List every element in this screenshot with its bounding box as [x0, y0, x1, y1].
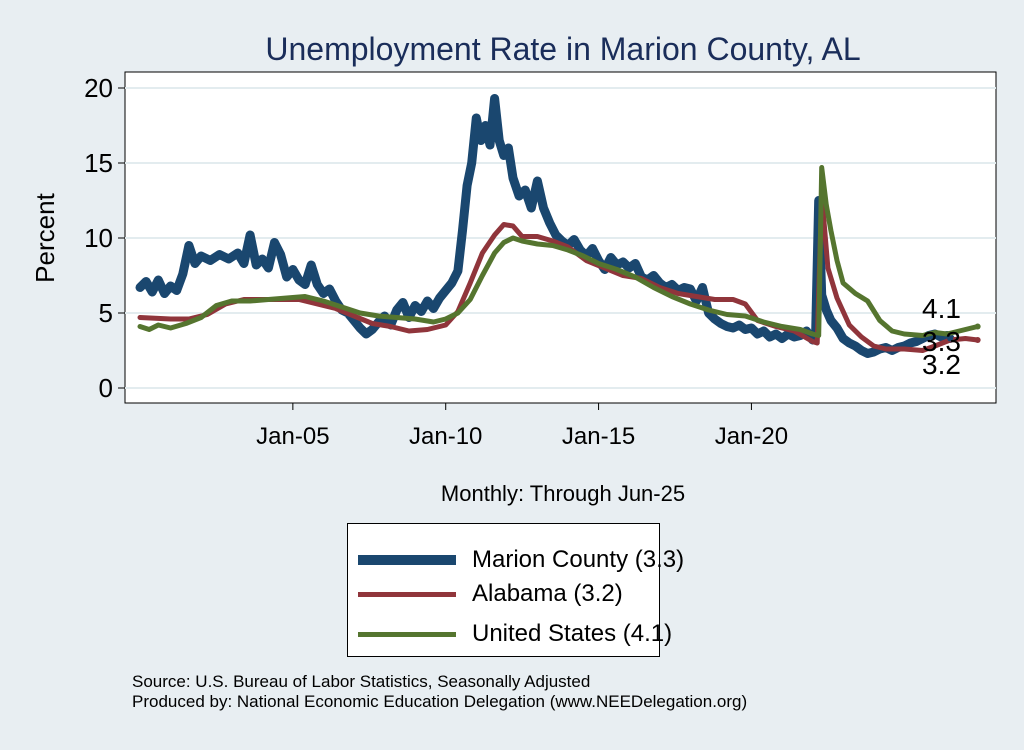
y-tick-label: 0 — [99, 373, 113, 403]
y-tick-label: 20 — [84, 73, 113, 103]
y-axis-label: Percent — [30, 192, 60, 282]
y-tick-label: 5 — [99, 298, 113, 328]
y-tick-label: 15 — [84, 148, 113, 178]
legend-swatch-marion-county — [358, 555, 456, 565]
series-line-united-states — [137, 165, 981, 338]
series-lines — [135, 94, 981, 358]
end-marker — [974, 337, 981, 343]
x-tick-label: Jan-20 — [715, 423, 788, 450]
end-marker — [974, 323, 981, 330]
end-marker — [947, 335, 954, 342]
legend: Marion County (3.3) Alabama (3.2) United… — [347, 523, 684, 657]
end-label-alabama: 3.2 — [922, 349, 961, 380]
y-tick-label: 10 — [84, 223, 113, 253]
legend-swatch-alabama — [358, 591, 456, 597]
x-tick-label: Jan-05 — [256, 423, 329, 450]
x-tick-label: Jan-10 — [409, 423, 482, 450]
series-line-alabama — [137, 192, 981, 353]
legend-label-united-states: United States (4.1) — [472, 620, 673, 647]
end-label-united-states: 4.1 — [922, 293, 961, 324]
legend-label-marion-county: Marion County (3.3) — [472, 546, 685, 573]
axes: 0 5 10 15 20 Jan-05 Jan-10 Jan-15 Jan-20 — [84, 73, 788, 450]
source-line: Source: U.S. Bureau of Labor Statistics,… — [132, 672, 591, 691]
legend-swatch-united-states — [358, 631, 456, 637]
chart-title: Unemployment Rate in Marion County, AL — [265, 31, 860, 67]
end-labels: 3.33.2 4.1 — [922, 293, 981, 380]
legend-item-united-states: United States (4.1) — [358, 617, 672, 651]
legend-item-alabama: Alabama (3.2) — [358, 577, 623, 611]
source-note: Source: U.S. Bureau of Labor Statistics,… — [132, 672, 747, 712]
legend-label-alabama: Alabama (3.2) — [472, 580, 623, 607]
x-tick-label: Jan-15 — [562, 423, 635, 450]
producer-line: Produced by: National Economic Education… — [132, 692, 748, 711]
legend-item-marion-county: Marion County (3.3) — [358, 543, 684, 577]
x-axis-label: Monthly: Through Jun-25 — [441, 481, 685, 506]
end-label-marion-county: 3.3 — [922, 326, 961, 357]
